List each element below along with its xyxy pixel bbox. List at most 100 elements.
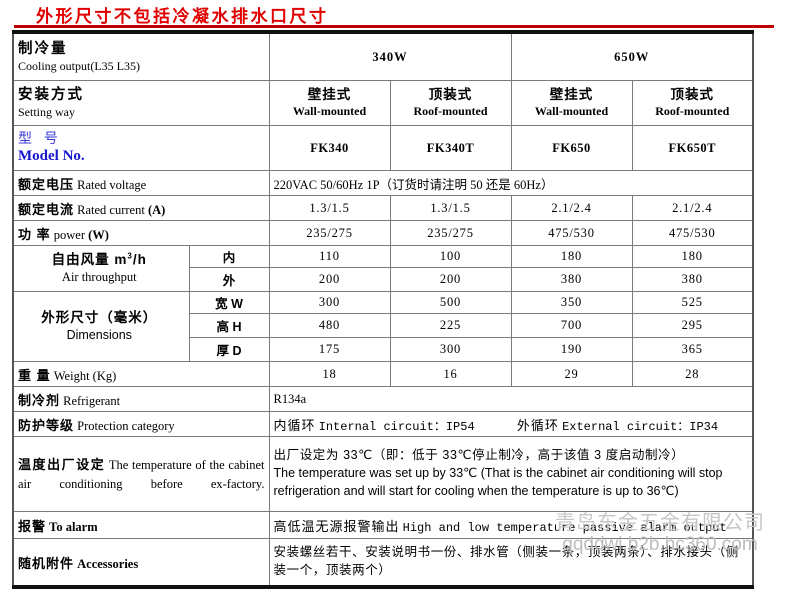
cell-protection-label: 防护等级 Protection category: [12, 411, 270, 437]
cell-width-3: 350: [510, 291, 633, 314]
model-label-en: Model No.: [18, 148, 85, 165]
cell-power-2: 235/275: [389, 220, 512, 246]
accessories-value: 安装螺丝若干、安装说明书一份、排水管（侧装一条，顶装两条）、排水接头（侧装一个，…: [273, 545, 739, 577]
cell-width-1: 300: [268, 291, 391, 314]
cell-depth-2: 300: [389, 337, 512, 362]
cell-air-internal-2: 100: [389, 245, 512, 268]
cell-refrigerant-label: 制冷剂 Refrigerant: [12, 386, 270, 412]
table-row-setting-way: 安装方式 Setting way 壁挂式 Wall-mounted 顶装式 Ro…: [12, 80, 754, 126]
cell-air-external-1: 200: [268, 267, 391, 292]
cell-height-2: 225: [389, 313, 512, 338]
cell-width-2: 500: [389, 291, 512, 314]
cell-dimension-sub-height: 高 H: [188, 313, 270, 338]
table-row-power: 功 率 power (W) 235/275 235/275 475/530 47…: [12, 220, 754, 246]
table-row-cooling-output: 制冷量 Cooling output(L35 L35) 340W 650W: [12, 31, 754, 81]
cell-temperature-label: 温度出厂设定 The temperature of the cabinet ai…: [12, 436, 270, 512]
cell-protection-value: 内循环 Internal circuit：IP54 外循环 External c…: [268, 411, 754, 437]
cell-temperature-value: 出厂设定为 33℃（即：低于 33℃停止制冷，高于该值 3 度启动制冷） The…: [268, 436, 754, 512]
cell-rated-current-3: 2.1/2.4: [510, 195, 633, 221]
accessories-label-cn: 随机附件: [18, 555, 75, 571]
cell-accessories-value: 安装螺丝若干、安装说明书一份、排水管（侧装一条，顶装两条）、排水接头（侧装一个，…: [268, 538, 754, 588]
cell-depth-4: 365: [631, 337, 754, 362]
protection-external-cn: 外循环: [516, 417, 559, 433]
cell-height-1: 480: [268, 313, 391, 338]
cell-weight-3: 29: [510, 361, 633, 387]
power-unit: (W): [88, 227, 109, 242]
cell-air-external-2: 200: [389, 267, 512, 292]
rated-voltage-label-cn: 额定电压: [18, 176, 75, 192]
specification-table: 制冷量 Cooling output(L35 L35) 340W 650W 安装…: [12, 30, 754, 589]
power-label-en: power: [53, 227, 85, 242]
protection-label-cn: 防护等级: [18, 417, 75, 433]
title-divider: [14, 25, 774, 28]
table-row-dimension-width: 外形尺寸（毫米） Dimensions 宽 W 300 500 350 525: [12, 291, 754, 362]
table-row-protection-category: 防护等级 Protection category 内循环 Internal ci…: [12, 411, 754, 437]
cell-depth-3: 190: [510, 337, 633, 362]
cell-alarm-value: 高低温无源报警输出 High and low temperature passi…: [268, 511, 754, 539]
cell-capacity-650w: 650W: [510, 31, 754, 81]
table-row-refrigerant: 制冷剂 Refrigerant R134a: [12, 386, 754, 412]
rated-current-label-cn: 额定电流: [18, 201, 75, 217]
cell-air-external-4: 380: [631, 267, 754, 292]
cell-rated-current-2: 1.3/1.5: [389, 195, 512, 221]
temperature-label-cn: 温度出厂设定: [18, 457, 106, 472]
cell-mount-type-2: 顶装式 Roof-mounted: [389, 80, 512, 126]
mount-type-4-en: Roof-mounted: [655, 103, 730, 118]
refrigerant-label-en: Refrigerant: [63, 393, 121, 408]
title-bar: 外形尺寸不包括冷凝水排水口尺寸: [0, 0, 787, 28]
cell-dimension-sub-width: 宽 W: [188, 291, 270, 314]
air-throughput-label-cn: 自由风量 m3/h: [51, 251, 147, 267]
dimensions-label-en: Dimensions: [66, 328, 132, 343]
protection-label-en: Protection category: [77, 418, 175, 433]
cell-weight-2: 16: [389, 361, 512, 387]
alarm-value-en: High and low temperature passive alarm o…: [402, 520, 727, 535]
alarm-label-en: To alarm: [49, 519, 98, 534]
table-row-air-throughput-external: 外 200 200 380 380: [13, 267, 754, 292]
weight-label-cn: 重 量: [18, 367, 51, 383]
temperature-value-cn: 出厂设定为 33℃（即：低于 33℃停止制冷，高于该值 3 度启动制冷）: [273, 448, 685, 463]
cell-power-label: 功 率 power (W): [12, 220, 270, 246]
air-throughput-exponent: 3: [127, 251, 133, 261]
weight-label-en: Weight: [53, 368, 90, 383]
cell-rated-current-label: 额定电流 Rated current (A): [12, 195, 270, 221]
cell-model-1: FK340: [268, 125, 391, 171]
power-label-cn: 功 率: [18, 226, 51, 242]
cell-mount-type-4: 顶装式 Roof-mounted: [631, 80, 754, 126]
mount-type-3-cn: 壁挂式: [549, 87, 594, 103]
cell-rated-current-4: 2.1/2.4: [631, 195, 754, 221]
cell-air-external-3: 380: [510, 267, 633, 292]
cell-power-1: 235/275: [268, 220, 391, 246]
cell-mount-type-3: 壁挂式 Wall-mounted: [510, 80, 633, 126]
mount-type-4-cn: 顶装式: [670, 87, 714, 103]
alarm-label-cn: 报警: [18, 518, 47, 534]
temperature-label-en: The temperature of the cabinet air condi…: [18, 458, 265, 491]
cell-air-internal-4: 180: [631, 245, 754, 268]
model-label-cn: 型 号: [18, 130, 62, 147]
cell-power-4: 475/530: [631, 220, 754, 246]
table-row-dimension-height: 高 H 480 225 700 295: [13, 313, 754, 338]
air-throughput-label-en: Air throughput: [61, 270, 137, 285]
cell-weight-4: 28: [631, 361, 754, 387]
cell-width-4: 525: [631, 291, 754, 314]
weight-unit: (Kg): [92, 368, 117, 383]
table-row-air-throughput-internal: 自由风量 m3/h Air throughput 内 110 100 180 1…: [12, 245, 754, 292]
protection-internal-en: Internal circuit：IP54: [318, 419, 475, 434]
dimensions-label-cn: 外形尺寸（毫米）: [41, 309, 158, 325]
cell-model-4: FK650T: [631, 125, 754, 171]
cell-rated-voltage-value: 220VAC 50/60Hz 1P（订货时请注明 50 还是 60Hz）: [268, 170, 754, 196]
cell-weight-label: 重 量 Weight (Kg): [12, 361, 270, 387]
cell-model-2: FK340T: [389, 125, 512, 171]
table-row-rated-voltage: 额定电压 Rated voltage 220VAC 50/60Hz 1P（订货时…: [12, 170, 754, 196]
mount-type-2-en: Roof-mounted: [413, 103, 488, 118]
cell-refrigerant-value: R134a: [268, 386, 754, 412]
cell-air-internal-1: 110: [268, 245, 391, 268]
mount-type-3-en: Wall-mounted: [534, 103, 609, 118]
table-row-model-no: 型 号 Model No. FK340 FK340T FK650 FK650T: [12, 125, 754, 171]
cell-weight-1: 18: [268, 361, 391, 387]
table-row-weight: 重 量 Weight (Kg) 18 16 29 28: [12, 361, 754, 387]
cell-air-throughput-label: 自由风量 m3/h Air throughput: [12, 245, 190, 292]
cell-height-3: 700: [510, 313, 633, 338]
rated-current-label-en: Rated current: [77, 202, 145, 217]
cooling-output-label-cn: 制冷量: [18, 41, 68, 58]
cell-rated-current-1: 1.3/1.5: [268, 195, 391, 221]
